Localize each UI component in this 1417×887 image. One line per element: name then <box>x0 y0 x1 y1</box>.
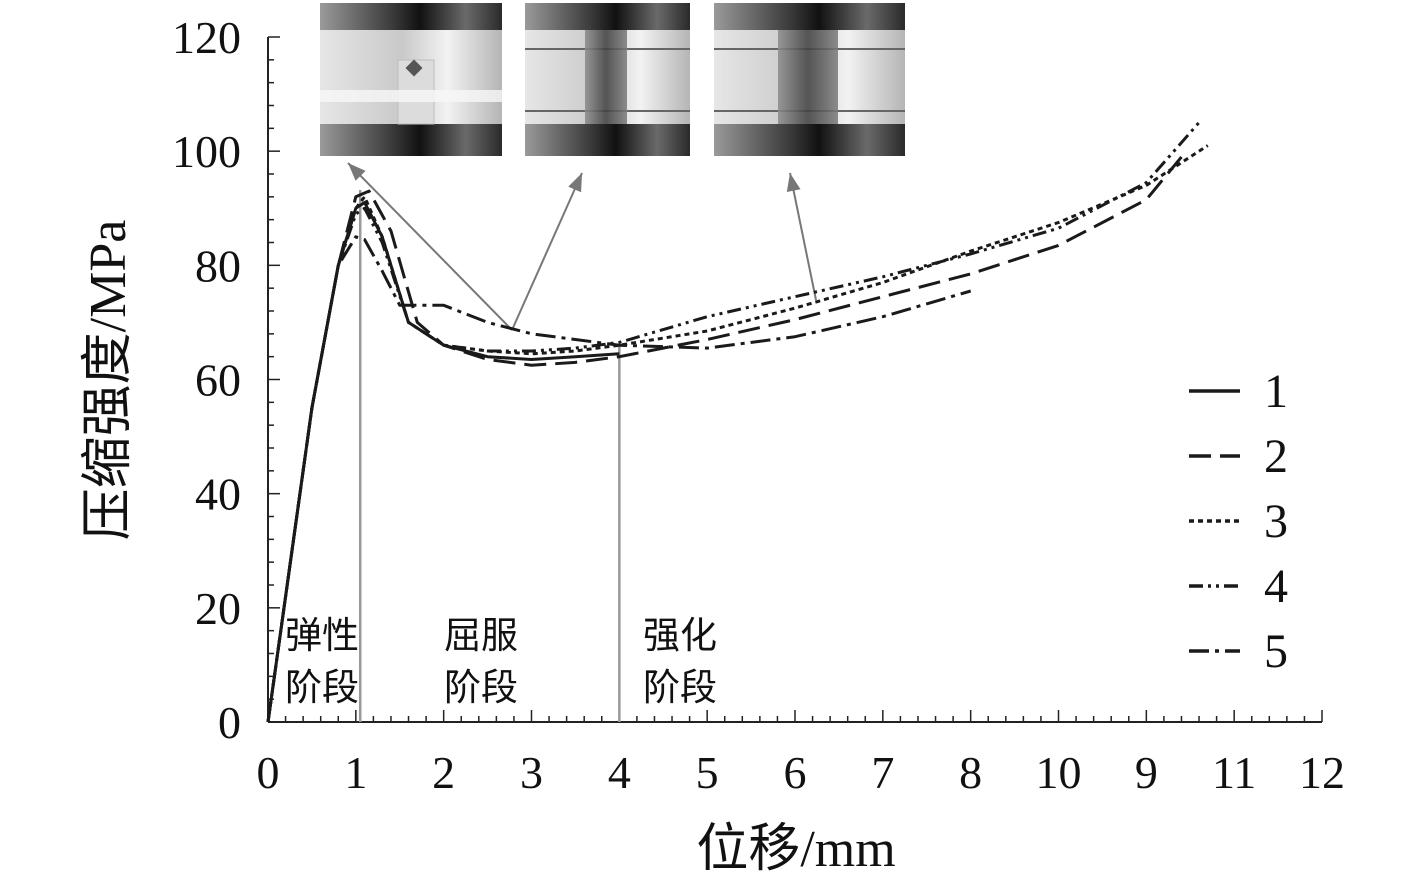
legend-label: 3 <box>1264 495 1288 548</box>
inset-arrow-head <box>348 163 366 181</box>
y-tick-label: 100 <box>172 126 241 177</box>
y-tick-label: 60 <box>195 355 241 406</box>
y-tick-label: 20 <box>195 583 241 634</box>
stage-label: 阶段 <box>285 666 359 709</box>
series-4-line <box>266 121 1201 723</box>
series-2-line <box>266 155 1183 723</box>
photo-bottom-plate <box>525 124 690 156</box>
legend-label: 5 <box>1264 625 1288 678</box>
x-tick-label: 12 <box>1299 747 1345 798</box>
x-axis-title: 位移/mm <box>696 821 895 878</box>
inset-arrow-head <box>786 173 801 192</box>
photo-specimen <box>778 30 838 124</box>
x-tick-label: 3 <box>520 747 543 798</box>
series-5-line <box>266 235 972 723</box>
legend-label: 2 <box>1264 430 1288 483</box>
x-tick-label: 0 <box>257 747 280 798</box>
x-tick-label: 10 <box>1036 747 1082 798</box>
x-tick-label: 2 <box>432 747 455 798</box>
photo-yield-stage <box>511 3 690 331</box>
stage-label: 阶段 <box>643 666 717 709</box>
inset-arrow-line <box>347 162 513 331</box>
x-tick-label: 6 <box>784 747 807 798</box>
y-tick-label: 80 <box>195 240 241 291</box>
x-tick-label: 4 <box>608 747 631 798</box>
series-3-line <box>266 144 1209 723</box>
stage-label: 弹性 <box>285 614 359 657</box>
y-axis-title: 压缩强度/MPa <box>80 220 137 541</box>
photo-specimen <box>585 30 627 124</box>
photo-elastic-stage <box>320 3 513 331</box>
photo-top-plate <box>320 3 502 30</box>
photo-bottom-plate <box>320 124 502 156</box>
photo-top-plate <box>714 3 905 30</box>
photo-hardening-stage <box>714 3 905 301</box>
stage-label: 屈服 <box>444 614 518 657</box>
x-tick-label: 7 <box>871 747 894 798</box>
stage-label: 强化 <box>643 614 717 657</box>
y-tick-label: 0 <box>218 697 241 748</box>
x-tick-label: 1 <box>344 747 367 798</box>
x-tick-label: 11 <box>1212 747 1256 798</box>
inset-arrow-line <box>789 172 817 301</box>
photo-bottom-plate <box>714 124 905 156</box>
legend-label: 1 <box>1264 365 1288 418</box>
inset-arrow-line <box>511 172 583 331</box>
x-tick-label: 5 <box>696 747 719 798</box>
y-tick-label: 40 <box>195 469 241 520</box>
legend-label: 4 <box>1264 560 1288 613</box>
x-tick-label: 9 <box>1135 747 1158 798</box>
y-tick-label: 120 <box>172 12 241 63</box>
x-tick-label: 8 <box>959 747 982 798</box>
inset-arrow-head <box>568 173 582 193</box>
stage-label: 阶段 <box>444 666 518 709</box>
photo-highlight <box>320 90 502 102</box>
photo-top-plate <box>525 3 690 30</box>
